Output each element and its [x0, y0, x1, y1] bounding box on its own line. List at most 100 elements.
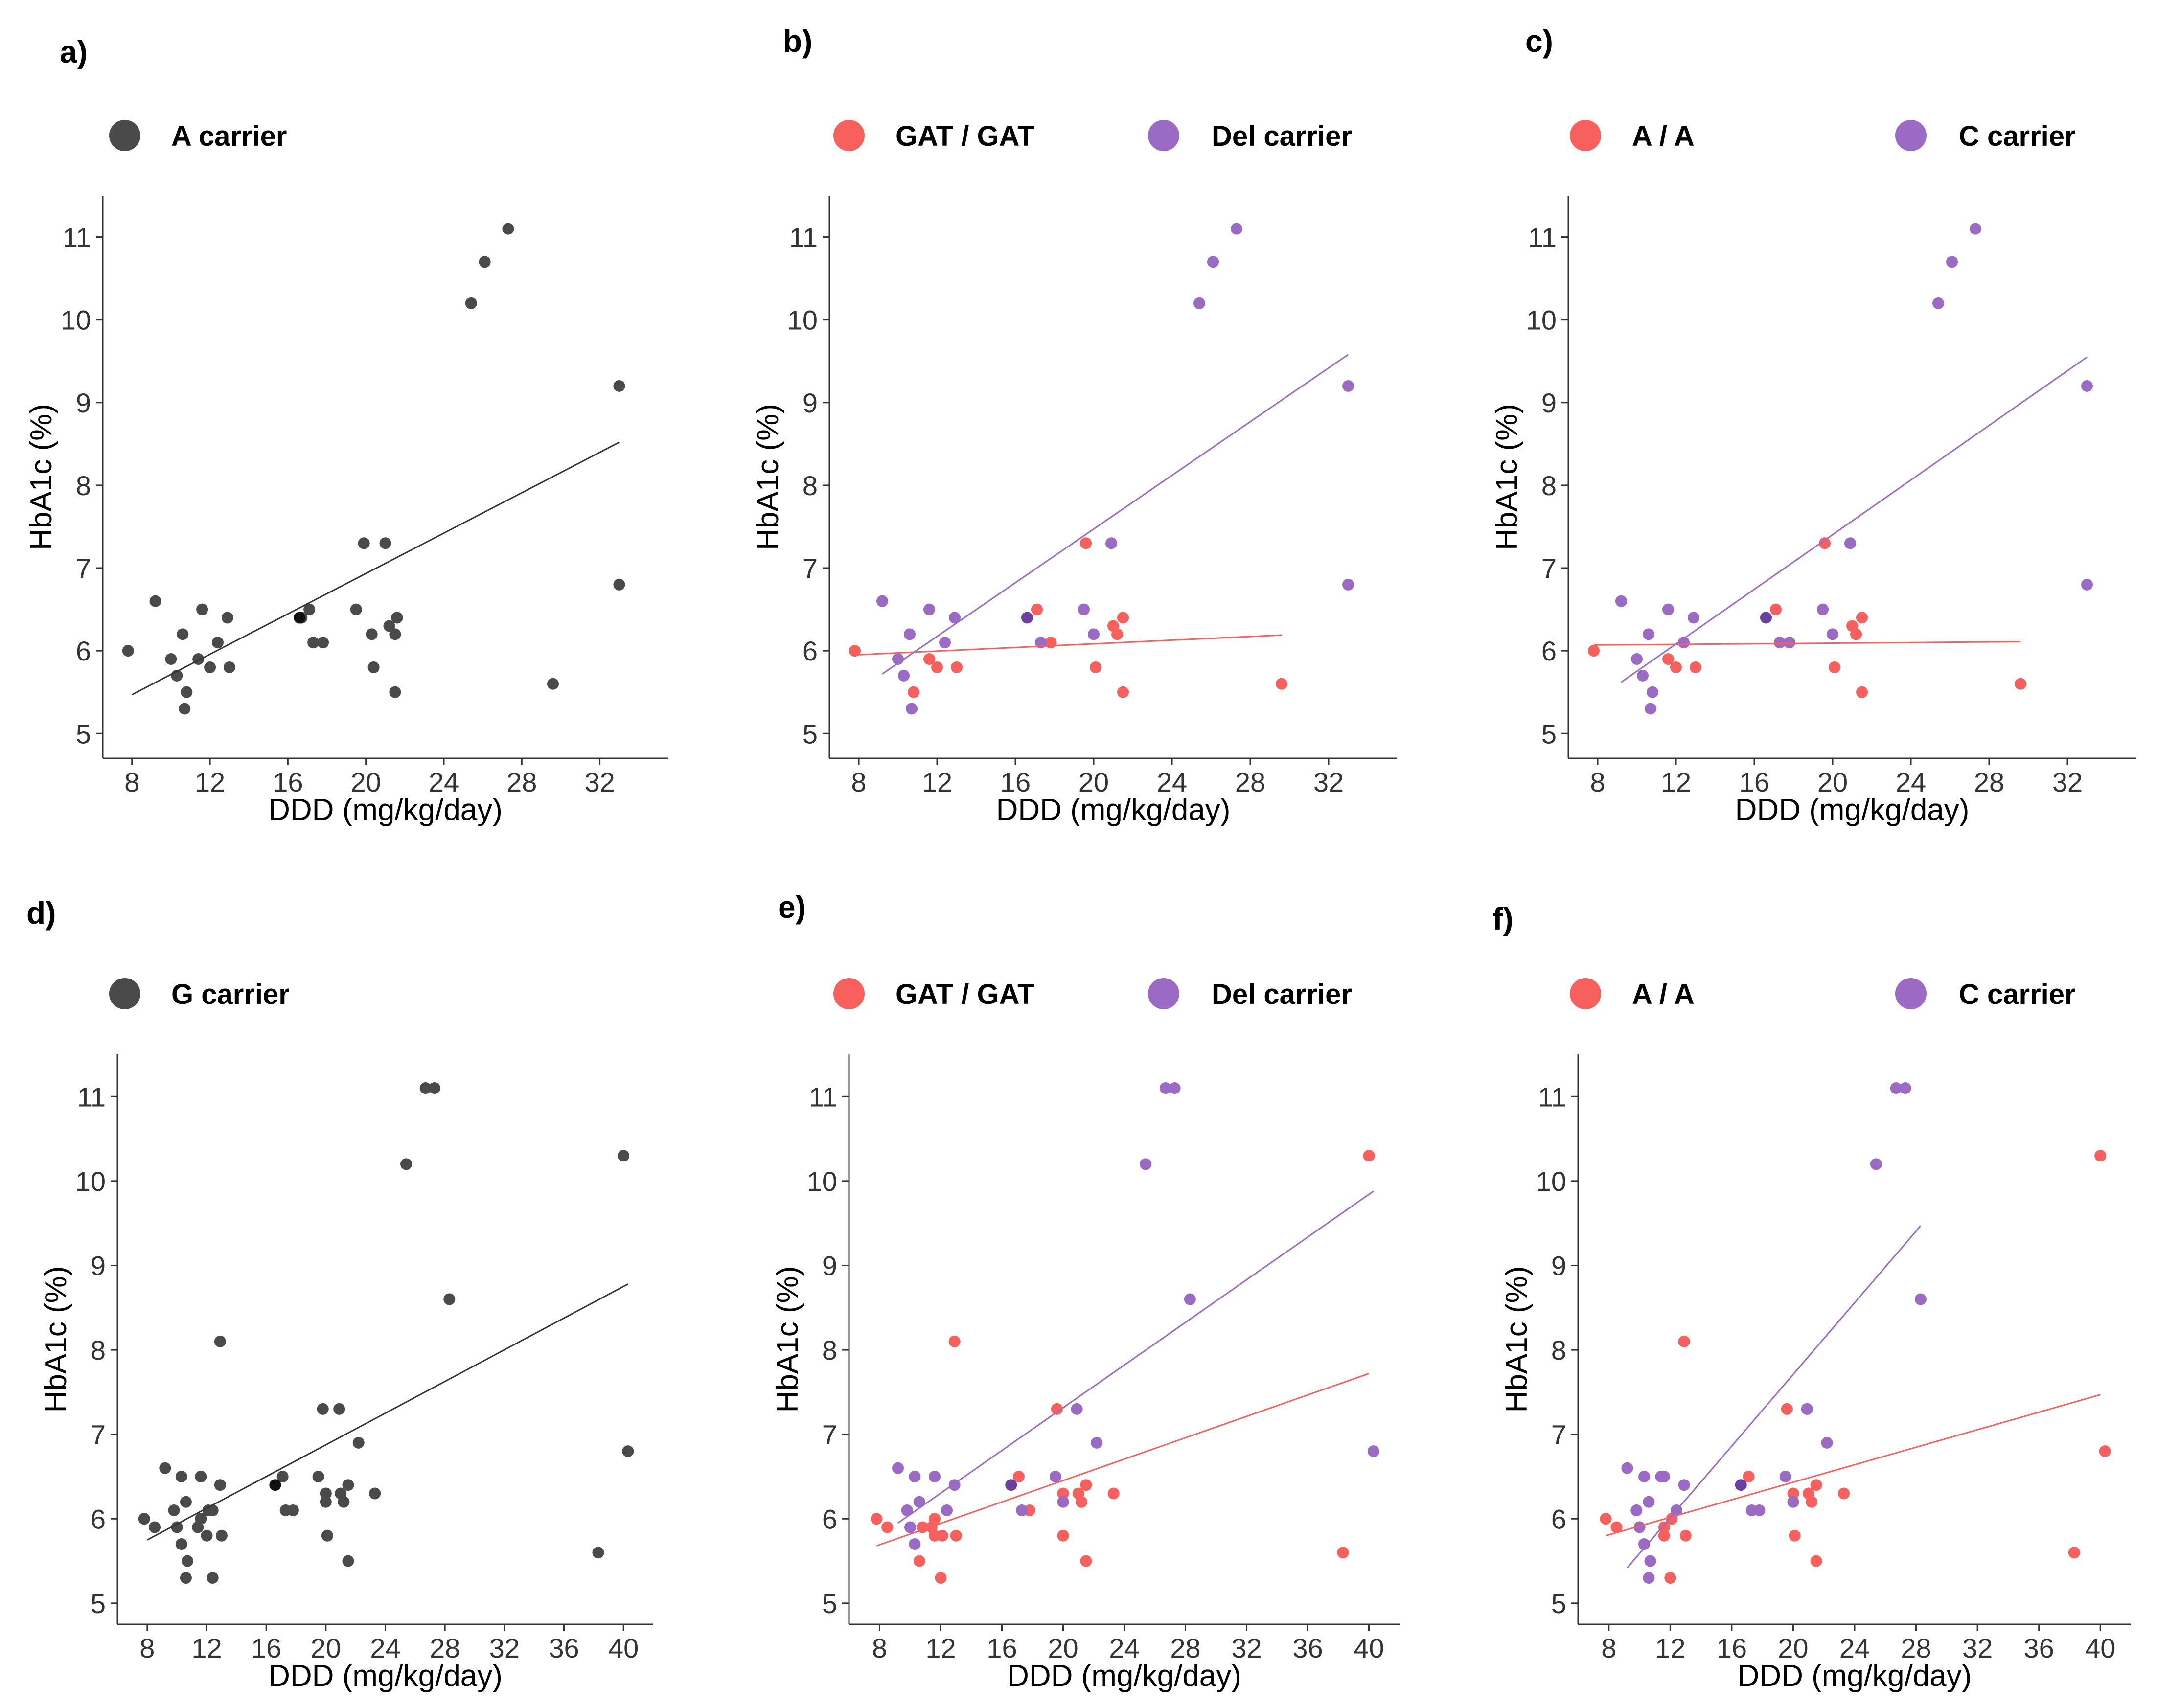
- point-a-0-9: [204, 661, 216, 673]
- point-b-0-7: [1080, 537, 1092, 549]
- x-tick-label-a-4: 24: [429, 767, 459, 797]
- point-d-0-41: [622, 1445, 634, 1457]
- point-a-0-6: [181, 686, 193, 698]
- point-e-1-15: [1159, 1082, 1171, 1094]
- point-c-1-12: [1827, 628, 1838, 640]
- point-c-1-0: [1615, 595, 1627, 607]
- point-c-0-8: [1850, 628, 1862, 640]
- y-axis-label-c: HbA1c (%): [1490, 404, 1524, 550]
- point-d-0-32: [342, 1555, 354, 1567]
- panel-e: e) GAT / GAT Del carrier 8 12 16 20 24 28 32 36…: [771, 889, 1400, 1693]
- x-tick-label-a-1: 12: [195, 767, 225, 797]
- point-f-1-15: [1787, 1496, 1799, 1508]
- point-c-1-14: [1932, 297, 1944, 309]
- x-tick-label-e-6: 32: [1231, 1633, 1262, 1663]
- point-d-0-36: [419, 1082, 432, 1094]
- point-e-0-0: [871, 1513, 883, 1525]
- y-tick-label-c-6: 11: [1528, 222, 1557, 253]
- point-d-0-28: [333, 1403, 345, 1415]
- point-overlap-d-0: [269, 1479, 281, 1491]
- point-f-0-3: [1658, 1529, 1670, 1542]
- point-a-0-4: [177, 628, 189, 640]
- x-tick-label-f-0: 8: [1601, 1633, 1616, 1663]
- point-f-0-7: [1679, 1529, 1692, 1542]
- legend-d-0-marker: [109, 978, 140, 1009]
- point-d-0-31: [342, 1479, 354, 1491]
- point-c-1-10: [1784, 637, 1795, 649]
- point-b-1-6: [939, 637, 951, 649]
- point-c-0-11: [2015, 678, 2026, 690]
- panel-c-label: c): [1525, 23, 1553, 59]
- y-axis-label-b: HbA1c (%): [751, 404, 785, 550]
- x-tick-label-c-2: 16: [1739, 767, 1769, 797]
- y-tick-label-e-6: 11: [809, 1081, 837, 1112]
- legend-b-0-marker: [833, 120, 865, 151]
- y-tick-label-f-6: 11: [1538, 1081, 1566, 1112]
- point-d-0-6: [175, 1470, 187, 1482]
- y-tick-label-b-4: 9: [803, 387, 818, 418]
- x-tick-label-b-1: 12: [922, 767, 952, 797]
- point-b-0-1: [908, 686, 919, 698]
- point-d-0-27: [321, 1529, 333, 1542]
- point-a-0-31: [613, 578, 625, 591]
- point-b-0-3: [931, 661, 943, 673]
- point-e-0-14: [1057, 1487, 1069, 1500]
- point-f-1-5: [1643, 1496, 1655, 1508]
- x-tick-label-d-3: 20: [311, 1633, 341, 1663]
- point-f-0-19: [2099, 1445, 2111, 1457]
- point-e-0-15: [1057, 1529, 1069, 1542]
- point-e-1-11: [1057, 1496, 1069, 1508]
- fit-line-f-1: [1627, 1225, 1922, 1569]
- legend-c-1-label: C carrier: [1959, 120, 2076, 152]
- panel-b-label: b): [783, 23, 812, 59]
- x-tick-label-c-1: 12: [1661, 767, 1691, 797]
- point-d-0-15: [207, 1504, 219, 1516]
- point-d-0-7: [180, 1496, 192, 1508]
- point-overlap-e-0: [1005, 1479, 1017, 1491]
- point-d-0-37: [428, 1082, 440, 1094]
- point-a-0-19: [366, 628, 378, 640]
- panel-b: b) GAT / GAT Del carrier 8 12 16 20 24 28 32 5 6…: [751, 23, 1397, 827]
- x-tick-label-d-6: 32: [489, 1633, 520, 1663]
- point-d-0-26: [320, 1496, 332, 1508]
- y-tick-label-f-2: 7: [1551, 1419, 1566, 1450]
- point-c-1-2: [1637, 669, 1649, 682]
- point-c-1-15: [1946, 256, 1958, 268]
- point-a-0-30: [613, 380, 625, 392]
- x-tick-label-f-5: 28: [1901, 1633, 1931, 1663]
- fit-line-e-1: [897, 1190, 1374, 1524]
- y-tick-label-f-4: 9: [1551, 1250, 1566, 1281]
- panel-f-label: f): [1492, 901, 1514, 936]
- x-tick-label-d-5: 28: [430, 1633, 460, 1663]
- point-b-0-11: [1117, 612, 1129, 624]
- x-tick-label-a-3: 20: [351, 767, 381, 797]
- x-tick-label-e-5: 28: [1170, 1633, 1200, 1663]
- point-f-1-9: [1658, 1470, 1670, 1482]
- legend-f-0-marker: [1570, 978, 1601, 1009]
- point-e-1-10: [1049, 1470, 1061, 1482]
- point-a-0-14: [303, 603, 316, 615]
- y-tick-label-b-3: 8: [803, 470, 818, 501]
- x-tick-label-e-4: 24: [1109, 1633, 1139, 1663]
- point-f-1-2: [1633, 1521, 1646, 1533]
- point-a-0-20: [367, 661, 380, 673]
- y-axis-label-a: HbA1c (%): [24, 404, 58, 550]
- point-a-0-28: [502, 223, 514, 235]
- y-tick-label-d-4: 9: [91, 1250, 106, 1281]
- plot-area-d: 8 12 16 20 24 28 32 36 40 5 6 7 8 9 10 11 DDD (mg/kg/day…: [39, 1054, 653, 1693]
- y-tick-label-d-0: 5: [91, 1588, 106, 1619]
- x-tick-label-e-7: 36: [1292, 1633, 1323, 1663]
- point-d-0-35: [400, 1158, 413, 1170]
- point-a-0-23: [389, 628, 401, 640]
- point-c-0-3: [1690, 661, 1701, 673]
- y-tick-label-f-3: 8: [1551, 1335, 1566, 1366]
- point-a-0-25: [391, 612, 403, 624]
- y-tick-label-b-5: 10: [787, 305, 818, 336]
- y-tick-label-b-2: 7: [803, 553, 818, 584]
- y-tick-label-b-0: 5: [803, 718, 818, 749]
- fit-line-f-0: [1606, 1394, 2101, 1537]
- point-b-1-10: [1088, 628, 1100, 640]
- point-f-0-16: [1838, 1487, 1850, 1500]
- y-tick-label-e-1: 6: [822, 1503, 837, 1534]
- point-e-0-18: [1080, 1479, 1092, 1491]
